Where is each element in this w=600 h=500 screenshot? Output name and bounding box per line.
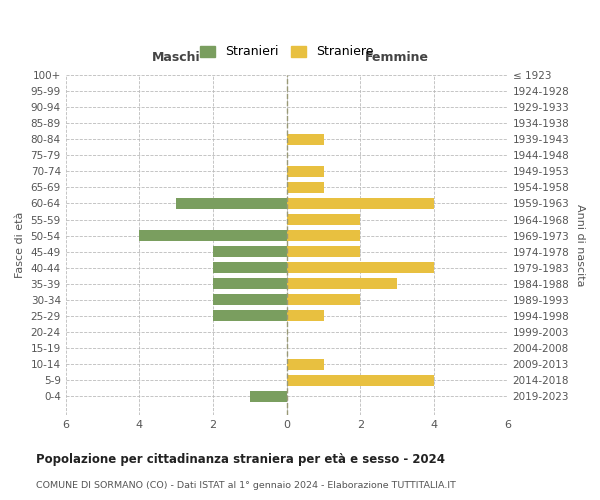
Bar xyxy=(213,262,287,273)
Bar xyxy=(287,182,323,193)
Bar xyxy=(287,166,323,177)
Bar xyxy=(287,262,434,273)
Bar xyxy=(250,391,287,402)
Bar xyxy=(287,198,434,209)
Bar xyxy=(287,310,323,322)
Text: COMUNE DI SORMANO (CO) - Dati ISTAT al 1° gennaio 2024 - Elaborazione TUTTITALIA: COMUNE DI SORMANO (CO) - Dati ISTAT al 1… xyxy=(36,480,456,490)
Bar xyxy=(139,230,287,241)
Bar xyxy=(287,278,397,289)
Bar xyxy=(213,294,287,306)
Bar xyxy=(176,198,287,209)
Text: Popolazione per cittadinanza straniera per età e sesso - 2024: Popolazione per cittadinanza straniera p… xyxy=(36,452,445,466)
Bar xyxy=(213,246,287,257)
Bar xyxy=(213,278,287,289)
Text: Maschi: Maschi xyxy=(152,50,200,64)
Bar xyxy=(287,230,361,241)
Y-axis label: Anni di nascita: Anni di nascita xyxy=(575,204,585,286)
Bar xyxy=(287,214,361,225)
Bar xyxy=(287,294,361,306)
Bar xyxy=(287,358,323,370)
Bar xyxy=(213,310,287,322)
Bar xyxy=(287,374,434,386)
Bar xyxy=(287,246,361,257)
Y-axis label: Fasce di età: Fasce di età xyxy=(15,212,25,278)
Bar xyxy=(287,134,323,144)
Legend: Stranieri, Straniere: Stranieri, Straniere xyxy=(195,40,379,64)
Text: Femmine: Femmine xyxy=(365,50,429,64)
